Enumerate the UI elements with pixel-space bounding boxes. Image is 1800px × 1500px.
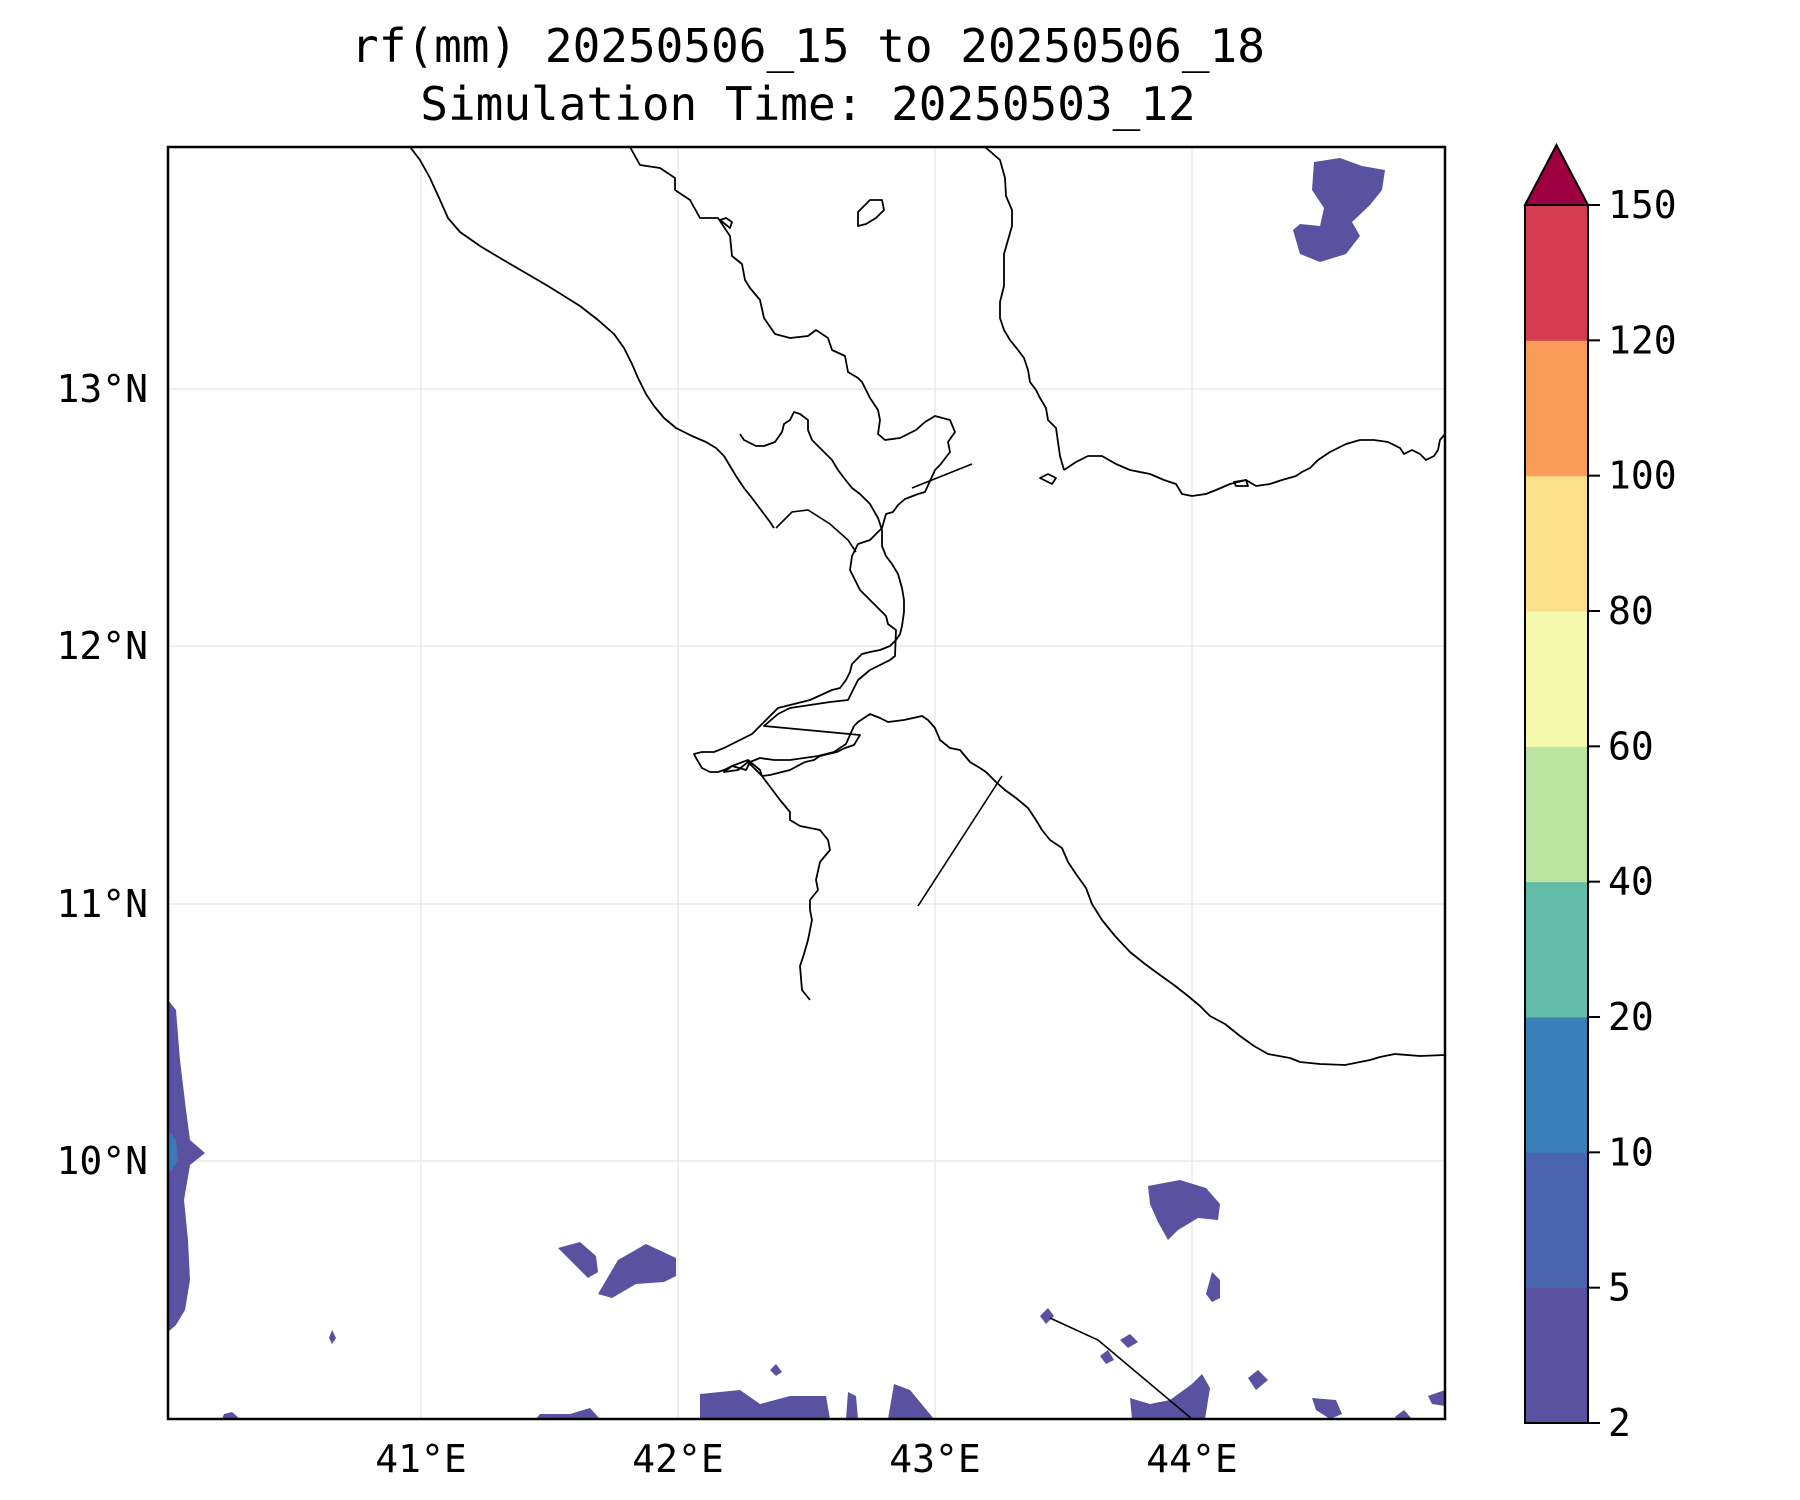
rain-patch-south-1 [700, 1390, 830, 1419]
rain-patch-south-13 [222, 1412, 240, 1419]
y-tick-label: 13°N [56, 367, 148, 411]
colorbar-outline [1524, 204, 1589, 1424]
x-tick-label: 42°E [632, 1437, 724, 1481]
map-frame [166, 145, 1447, 1421]
coastline-djibouti-gulf [693, 411, 905, 773]
rain-patch-east-2 [1206, 1272, 1220, 1302]
colorbar-tick-label: 5 [1608, 1266, 1631, 1310]
border-ethiopia-djibouti [775, 509, 857, 553]
colorbar-tick-label: 10 [1608, 1130, 1654, 1174]
border-ethiopia-somalia [1049, 1317, 1193, 1419]
colorbar: 2 5 10 20 40 60 80 100 120 150 [1523, 142, 1677, 1445]
colorbar-segment [1525, 1287, 1588, 1424]
map-title-line2: Simulation Time: 20250503_12 [420, 77, 1195, 131]
rain-patch-center-2 [598, 1244, 676, 1298]
rain-patch-south-2 [846, 1392, 858, 1419]
x-tick-label: 43°E [889, 1437, 981, 1481]
island-perim [1039, 473, 1057, 485]
rain-patch-south-3 [888, 1384, 934, 1419]
map-title-line1: rf(mm) 20250506_15 to 20250506_18 [351, 19, 1265, 73]
rain-patch-south-4 [536, 1408, 600, 1419]
x-tick-label: 44°E [1146, 1437, 1238, 1481]
colorbar-extend-triangle [1523, 142, 1590, 206]
y-tick-label: 12°N [56, 624, 148, 668]
coastlines [409, 147, 1445, 1066]
coastline-yemen-south [1063, 433, 1445, 497]
colorbar-segment [1525, 746, 1588, 883]
map-background [168, 147, 1445, 1419]
country-borders [775, 463, 1193, 1419]
x-tick-label: 41°E [375, 1437, 467, 1481]
rain-patch-south-8 [1040, 1308, 1054, 1324]
island-dahlak [857, 199, 885, 227]
colorbar-segment [1525, 205, 1588, 341]
rain-patch-west-edge [168, 1000, 205, 1332]
map-panel [166, 145, 1447, 1421]
rain-patch-south-14 [770, 1364, 782, 1376]
rain-patch-south-12 [1428, 1390, 1445, 1406]
colorbar-tick-label: 20 [1608, 995, 1654, 1039]
colorbar-segment [1525, 1017, 1588, 1153]
border-djibouti-somalia [917, 775, 1003, 907]
rain-patch-south-5 [1130, 1374, 1210, 1419]
y-tick-label: 11°N [56, 882, 148, 926]
colorbar-tick-label: 60 [1608, 724, 1654, 768]
rain-patch-south-7 [1312, 1398, 1342, 1419]
colorbar-segment [1525, 340, 1588, 477]
colorbar-tick-label: 100 [1608, 454, 1677, 498]
coastline-eritrea-red-sea [409, 147, 775, 529]
rain-patch-south-9 [1120, 1334, 1138, 1348]
y-tick-label: 10°N [56, 1139, 148, 1183]
colorbar-tick-label: 2 [1608, 1401, 1631, 1445]
colorbar-segment [1525, 611, 1588, 747]
rainfall-patches [168, 158, 1445, 1419]
island-small-2 [1233, 479, 1249, 487]
coastline-red-sea-western [629, 147, 956, 1001]
rain-patch-south-11 [1394, 1410, 1412, 1419]
coastline-horn-eastern [853, 713, 1445, 1066]
colorbar-tick-label: 40 [1608, 860, 1654, 904]
rain-patch-west-core [168, 1130, 178, 1172]
coastline-yemen-west [984, 147, 1065, 471]
gridlines [168, 147, 1445, 1419]
rain-patch-south-10 [1100, 1350, 1114, 1364]
colorbar-segment [1525, 475, 1588, 612]
rain-patch-small-1 [329, 1330, 336, 1344]
y-axis-labels: 13°N 12°N 11°N 10°N [56, 367, 148, 1183]
colorbar-segment [1525, 1152, 1588, 1289]
colorbar-segment [1525, 881, 1588, 1018]
rain-patch-center-1 [558, 1242, 598, 1278]
x-axis-labels: 41°E 42°E 43°E 44°E [375, 1437, 1238, 1481]
border-eritrea-djibouti [911, 463, 973, 489]
rain-patch-south-6 [1248, 1370, 1268, 1390]
island-small-1 [719, 217, 733, 229]
colorbar-tick-label: 80 [1608, 589, 1654, 633]
colorbar-tick-label: 120 [1608, 318, 1677, 362]
rain-patch-northeast [1293, 158, 1385, 262]
colorbar-tick-label: 150 [1608, 183, 1677, 227]
rain-patch-east-1 [1148, 1180, 1220, 1240]
